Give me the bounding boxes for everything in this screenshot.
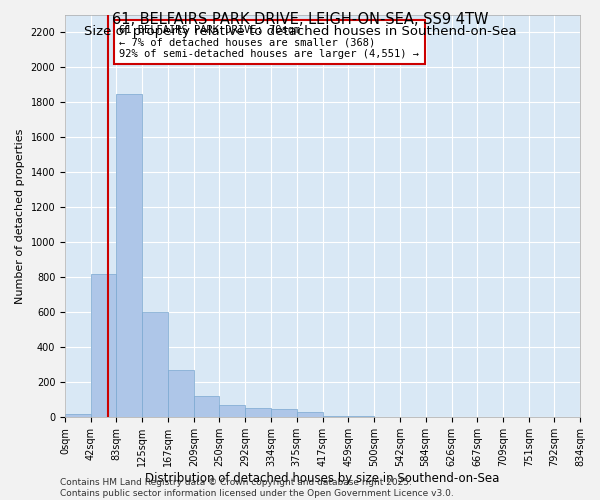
Text: 61, BELFAIRS PARK DRIVE, LEIGH-ON-SEA, SS9 4TW: 61, BELFAIRS PARK DRIVE, LEIGH-ON-SEA, S… xyxy=(112,12,488,28)
Text: Contains HM Land Registry data © Crown copyright and database right 2025.
Contai: Contains HM Land Registry data © Crown c… xyxy=(60,478,454,498)
Bar xyxy=(323,416,349,418)
Text: 61 BELFAIRS PARK DRIVE: 70sqm
← 7% of detached houses are smaller (368)
92% of s: 61 BELFAIRS PARK DRIVE: 70sqm ← 7% of de… xyxy=(119,26,419,58)
Y-axis label: Number of detached properties: Number of detached properties xyxy=(15,128,25,304)
Bar xyxy=(65,414,91,418)
X-axis label: Distribution of detached houses by size in Southend-on-Sea: Distribution of detached houses by size … xyxy=(145,472,500,485)
Bar xyxy=(271,408,296,418)
Bar xyxy=(220,405,245,417)
Bar xyxy=(194,396,220,417)
Text: Size of property relative to detached houses in Southend-on-Sea: Size of property relative to detached ho… xyxy=(83,25,517,38)
Bar xyxy=(349,416,374,418)
Bar xyxy=(116,94,142,417)
Bar xyxy=(296,412,323,418)
Bar xyxy=(168,370,194,418)
Bar xyxy=(245,408,271,418)
Bar xyxy=(91,274,116,418)
Bar xyxy=(142,312,168,418)
